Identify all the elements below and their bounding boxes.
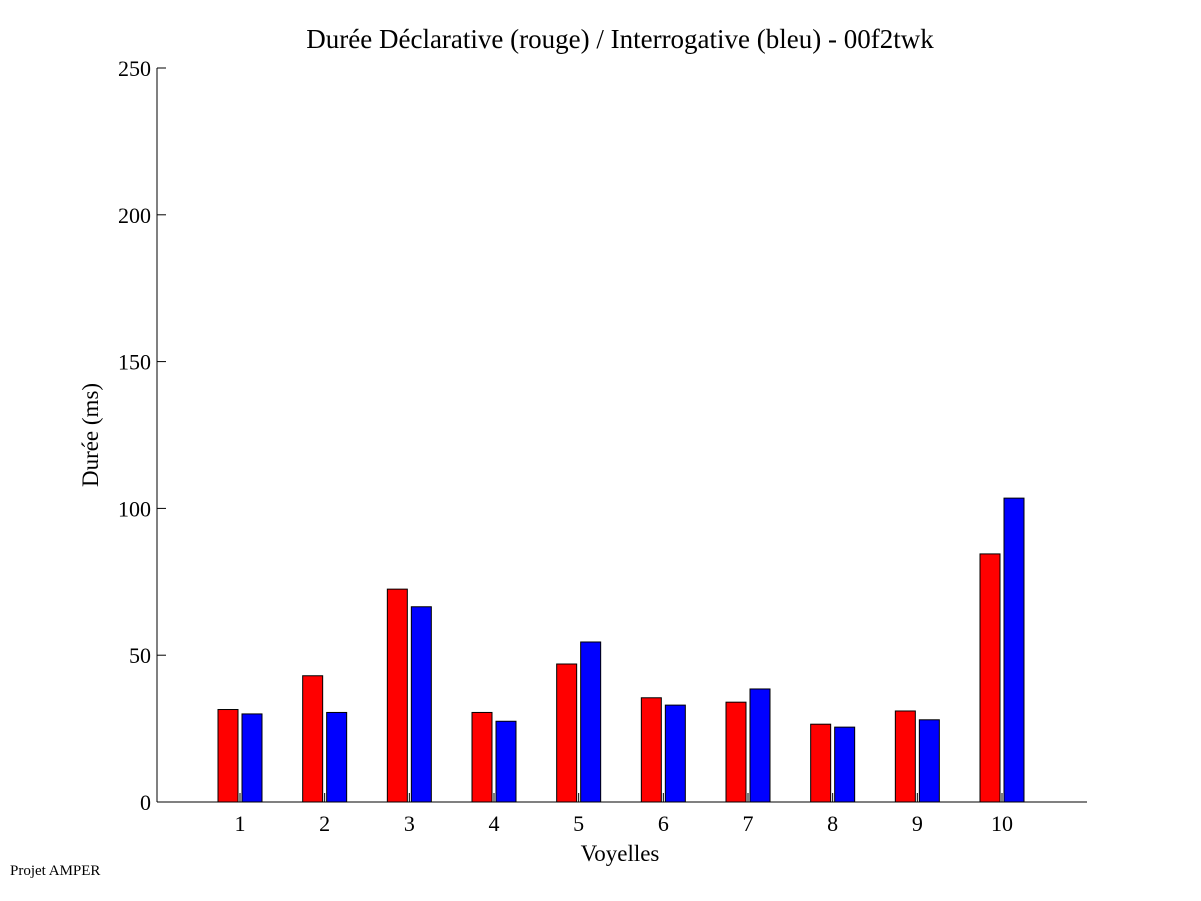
x-tick-label: 3 xyxy=(404,811,415,836)
bar-interrogative xyxy=(1003,497,1025,803)
bar-declarative xyxy=(640,697,662,803)
bar-declarative xyxy=(217,709,239,803)
bar-declarative xyxy=(471,711,493,803)
y-tick-label: 250 xyxy=(118,56,151,81)
x-tick-label: 7 xyxy=(743,811,754,836)
x-tick-label: 10 xyxy=(991,811,1013,836)
bar-interrogative xyxy=(834,726,856,803)
x-tick-label: 4 xyxy=(489,811,500,836)
x-tick-label: 1 xyxy=(235,811,246,836)
bar-interrogative xyxy=(410,606,432,803)
bar-declarative xyxy=(725,701,747,803)
bar-declarative xyxy=(302,675,324,803)
y-tick-label: 150 xyxy=(118,350,151,375)
y-axis-label: Durée (ms) xyxy=(78,383,103,487)
bar-declarative xyxy=(556,663,578,803)
y-tick-label: 100 xyxy=(118,496,151,521)
bar-declarative xyxy=(810,723,832,803)
y-tick-label: 50 xyxy=(129,643,151,668)
bar-interrogative xyxy=(495,720,517,803)
x-tick-label: 6 xyxy=(658,811,669,836)
x-tick-label: 5 xyxy=(573,811,584,836)
bar-interrogative xyxy=(664,704,686,803)
y-tick-label: 0 xyxy=(140,790,151,815)
footer-credit: Projet AMPER xyxy=(10,863,101,879)
x-tick-label: 9 xyxy=(912,811,923,836)
bar-interrogative xyxy=(326,711,348,803)
chart-title: Durée Déclarative (rouge) / Interrogativ… xyxy=(306,24,934,54)
x-axis-label: Voyelles xyxy=(581,841,660,866)
plot-area: 0 50 100 150 200 250 1 2 3 4 5 6 7 8 9 10 xyxy=(118,56,1087,836)
y-tick-label: 200 xyxy=(118,203,151,228)
bar-declarative xyxy=(979,553,1001,803)
x-tick-label: 2 xyxy=(319,811,330,836)
x-tick-label: 8 xyxy=(827,811,838,836)
bar-declarative xyxy=(386,588,408,803)
bar-interrogative xyxy=(918,719,940,803)
bar-interrogative xyxy=(749,688,771,803)
bar-declarative xyxy=(894,710,916,803)
bar-interrogative xyxy=(580,641,602,803)
bar-interrogative xyxy=(241,713,263,803)
